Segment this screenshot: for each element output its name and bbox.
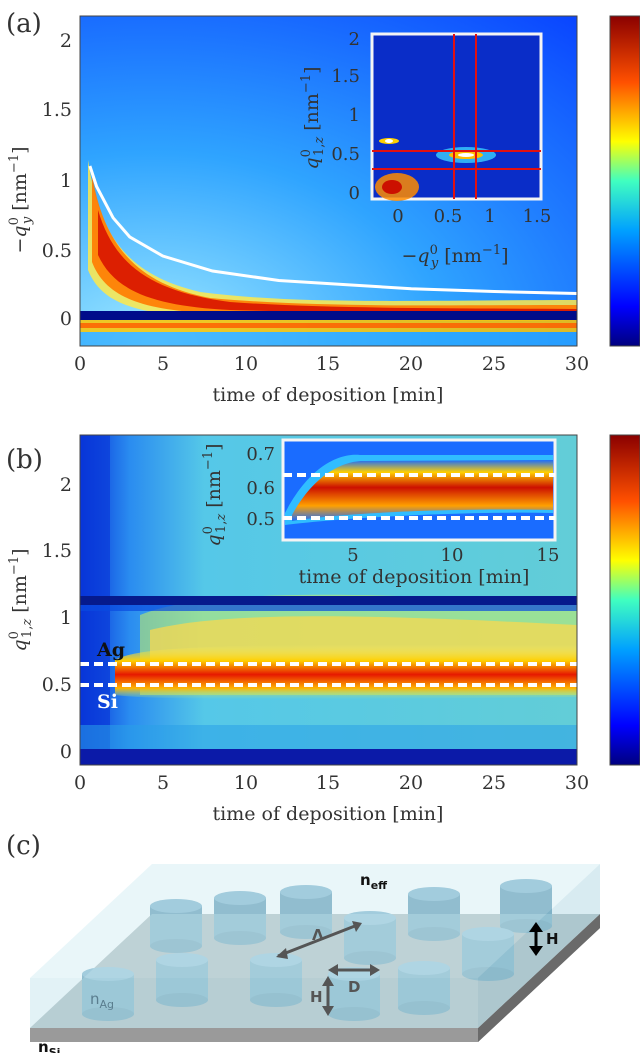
svg-text:0.5: 0.5 <box>42 240 72 262</box>
svg-text:0: 0 <box>349 183 360 204</box>
svg-text:0.5: 0.5 <box>246 509 275 530</box>
svg-text:1.5: 1.5 <box>42 540 72 562</box>
axis-b: 2 1.5 1 0.5 0 0 5 10 15 20 25 30 time of… <box>7 474 589 825</box>
panel-b-label: (b) <box>6 445 43 475</box>
label-ag: Ag <box>96 639 125 661</box>
svg-text:30: 30 <box>565 353 589 375</box>
colorbar-b <box>609 434 640 766</box>
svg-text:10: 10 <box>234 353 258 375</box>
svg-text:30: 30 <box>565 772 589 794</box>
svg-text:1.5: 1.5 <box>42 99 72 121</box>
label-d: D <box>348 978 360 996</box>
label-h-side: H <box>546 930 559 948</box>
svg-text:5: 5 <box>157 353 169 375</box>
label-nag: nAg <box>90 990 114 1011</box>
colorbar-a <box>609 15 640 347</box>
svg-text:2: 2 <box>60 474 72 496</box>
svg-text:1.5: 1.5 <box>331 66 360 87</box>
svg-text:25: 25 <box>482 772 506 794</box>
svg-text:0: 0 <box>60 308 72 330</box>
inset-b-xlabel: time of deposition [min] <box>299 566 530 588</box>
ylabel-b: q01,z [nm−1] <box>7 548 35 651</box>
svg-text:25: 25 <box>482 353 506 375</box>
inset-a-ylabel: q01,z [nm−1] <box>299 66 327 169</box>
svg-text:15: 15 <box>537 545 560 566</box>
svg-text:0: 0 <box>392 206 403 227</box>
svg-text:1: 1 <box>60 607 72 629</box>
xlabel-a: time of deposition [min] <box>213 384 444 406</box>
inset-a: 2 1.5 1 0.5 0 0 0.5 1 1.5 −q0 y [nm−1] q0… <box>299 29 551 271</box>
panel-a: (a) 2 1.5 1 0.5 0 0 0.5 1 <box>6 9 640 406</box>
svg-text:0.6: 0.6 <box>246 478 275 499</box>
svg-text:2: 2 <box>60 30 72 52</box>
svg-text:0.7: 0.7 <box>246 444 275 465</box>
svg-text:15: 15 <box>316 353 340 375</box>
svg-text:5: 5 <box>157 772 169 794</box>
panel-a-label: (a) <box>6 9 42 39</box>
svg-text:0.5: 0.5 <box>42 674 72 696</box>
label-si: Si <box>97 691 118 713</box>
svg-text:1: 1 <box>60 170 72 192</box>
label-neff: neff <box>360 871 387 892</box>
panel-c-label: (c) <box>6 831 41 861</box>
svg-text:10: 10 <box>234 772 258 794</box>
fit-curve <box>88 165 578 295</box>
label-h-front: H <box>310 988 323 1006</box>
svg-text:5: 5 <box>347 545 358 566</box>
inset-a-xlabel: −q0 y [nm−1] <box>401 243 508 271</box>
svg-text:0: 0 <box>74 772 86 794</box>
label-nsi: nSi <box>38 1038 60 1053</box>
svg-text:0.5: 0.5 <box>331 144 360 165</box>
label-lambda: Λ <box>312 926 324 944</box>
ylabel-a: −q0y [nm−1] <box>7 146 35 253</box>
svg-text:1: 1 <box>484 206 495 227</box>
svg-text:1: 1 <box>349 105 360 126</box>
panel-b: (b) Ag Si 0.7 0.6 0.5 5 10 15 time of de… <box>6 434 640 825</box>
xlabel-b: time of deposition [min] <box>213 803 444 825</box>
cylinders <box>82 879 552 1021</box>
panel-c: (c) <box>6 831 600 1053</box>
svg-text:15: 15 <box>316 772 340 794</box>
svg-text:0.5: 0.5 <box>434 206 463 227</box>
inset-b-ylabel: q01,z [nm−1] <box>201 443 229 546</box>
svg-text:20: 20 <box>399 353 423 375</box>
svg-text:10: 10 <box>441 545 464 566</box>
inset-b: 0.7 0.6 0.5 5 10 15 time of deposition [… <box>201 438 560 588</box>
svg-text:1.5: 1.5 <box>523 206 552 227</box>
svg-text:0: 0 <box>60 741 72 763</box>
schematic: neff nSi nAg Λ D H H <box>30 864 600 1053</box>
svg-text:20: 20 <box>399 772 423 794</box>
svg-text:0: 0 <box>74 353 86 375</box>
svg-text:2: 2 <box>349 29 360 50</box>
